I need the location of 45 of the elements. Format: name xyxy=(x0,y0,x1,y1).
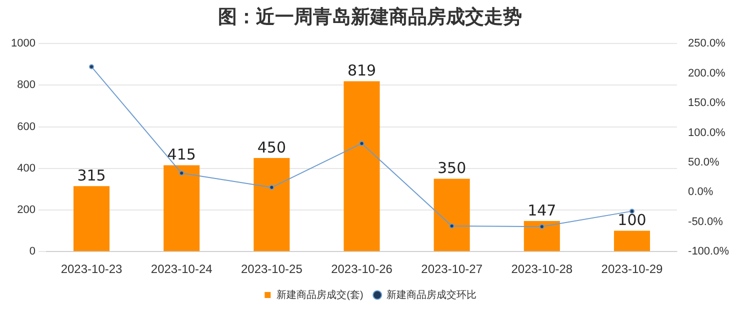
y2-tick-label: 0.0% xyxy=(688,186,714,198)
point xyxy=(89,64,94,70)
legend-label: 新建商品房成交(套) xyxy=(276,288,364,301)
x-tick-label: 2023-10-23 xyxy=(60,262,123,276)
point xyxy=(629,208,634,214)
chart-title: 图：近一周青岛新建商品房成交走势 xyxy=(217,5,523,30)
bar xyxy=(254,158,290,252)
point xyxy=(179,170,184,176)
point xyxy=(449,224,454,229)
bar xyxy=(614,230,650,252)
y-tick-label: 1000 xyxy=(10,38,36,50)
y2-tick-label: -50.0% xyxy=(688,216,724,228)
data-label: 415 xyxy=(167,146,196,164)
x-tick-label: 2023-10-25 xyxy=(240,262,303,276)
bar xyxy=(434,178,470,252)
y-tick-label: 800 xyxy=(17,79,36,92)
y2-tick-label: 200.0% xyxy=(688,67,726,80)
data-label: 147 xyxy=(528,201,556,220)
x-tick-label: 2023-10-29 xyxy=(601,262,664,276)
point xyxy=(539,224,544,230)
data-label: 819 xyxy=(347,62,376,80)
y2-tick-label: -100.0% xyxy=(688,246,730,258)
y-tick-label: 200 xyxy=(17,204,36,216)
data-label: 450 xyxy=(257,138,286,156)
y-tick-label: 400 xyxy=(17,162,36,174)
data-label: 100 xyxy=(618,211,646,230)
x-tick-label: 2023-10-28 xyxy=(511,262,573,276)
point xyxy=(269,184,274,190)
y2-tick-label: 250.0% xyxy=(688,38,726,50)
y-tick-label: 600 xyxy=(17,120,36,133)
legend-label: 新建商品房成交环比 xyxy=(386,288,476,301)
y-tick-label: 0 xyxy=(29,246,36,258)
bar xyxy=(344,81,380,252)
x-tick-label: 2023-10-24 xyxy=(150,262,213,276)
y2-tick-label: 50.0% xyxy=(688,156,720,168)
x-tick-label: 2023-10-27 xyxy=(421,262,483,276)
x-tick-label: 2023-10-26 xyxy=(331,262,393,276)
data-label: 350 xyxy=(438,159,466,178)
y2-tick-label: 150.0% xyxy=(688,97,726,110)
data-label: 315 xyxy=(77,166,106,184)
point xyxy=(359,140,364,146)
y2-tick-label: 100.0% xyxy=(688,126,726,139)
bar xyxy=(524,221,560,252)
bar xyxy=(164,165,200,252)
bar xyxy=(73,186,110,252)
